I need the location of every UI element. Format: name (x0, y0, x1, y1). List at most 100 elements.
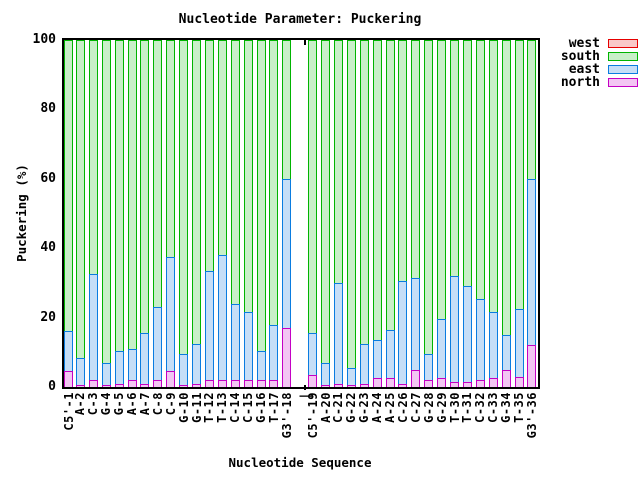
bar-segment-east (359, 343, 369, 384)
bar-T-30 (450, 40, 459, 387)
bar-segment-south (230, 40, 240, 304)
bar-segment-south (398, 40, 408, 282)
bar-segment-south (101, 40, 111, 363)
bar-segment-east (424, 354, 434, 381)
bar-T-35 (514, 40, 524, 387)
x-tick-label: C-27 (408, 392, 423, 423)
bar-segment-south (488, 40, 498, 313)
bar-segment-south (437, 40, 447, 320)
x-tick-label: G-5 (112, 392, 127, 416)
bar-C-8 (153, 40, 163, 387)
bar-segment-south (501, 40, 511, 335)
x-tick-label: A-25 (383, 392, 397, 423)
bar-segment-east (269, 324, 279, 381)
bar-segment-north (514, 376, 524, 387)
bar-segment-east (88, 274, 98, 381)
bar-T-31 (462, 40, 472, 387)
bar-segment-north (243, 380, 253, 387)
bar-segment-south (282, 40, 292, 179)
bar-segment-east (321, 362, 330, 386)
bar-segment-east (346, 367, 356, 386)
bar-segment-north (333, 383, 343, 387)
bar-C5'-19 (308, 40, 318, 387)
bar-C-32 (475, 40, 485, 387)
bar-segment-north (101, 385, 111, 387)
bar-A-7 (140, 40, 150, 387)
bar-C5'-1 (64, 40, 73, 387)
bar-segment-south (243, 40, 253, 313)
bar-segment-south (321, 40, 330, 363)
bar-segment-south (217, 40, 227, 256)
x-tick-label: G3'-18 (279, 392, 294, 439)
bar-segment-north (488, 378, 498, 387)
x-tick-label: A-7 (137, 392, 152, 416)
bar-segment-north (64, 371, 73, 387)
x-tick-label: G-10 (176, 392, 191, 423)
bar-segment-north (153, 380, 163, 387)
bar-segment-north (372, 378, 382, 387)
bar-C-14 (230, 40, 240, 387)
bar-segment-north (411, 369, 421, 387)
bar-A-2 (75, 40, 85, 387)
x-axis-title: Nucleotide Sequence (228, 455, 372, 470)
bar-segment-east (166, 256, 176, 372)
legend-item-east: east (542, 63, 638, 76)
x-tick-label: C-26 (395, 392, 410, 423)
bar-segment-north (527, 345, 537, 387)
legend: west south east north (542, 37, 638, 89)
bar-C-26 (398, 40, 408, 387)
bar-segment-east (230, 303, 240, 381)
bar-C-21 (333, 40, 343, 387)
bar-G-10 (179, 40, 189, 387)
bar-segment-north (179, 385, 189, 387)
bar-segment-north (114, 383, 124, 387)
bar-segment-south (192, 40, 201, 344)
bar-segment-south (475, 40, 485, 299)
bar-segment-east (75, 357, 85, 386)
bar-C-33 (488, 40, 498, 387)
bar-segment-east (140, 333, 150, 384)
x-tick-label: G-28 (421, 392, 436, 423)
bar-segment-north (88, 380, 98, 387)
bar-segment-south (359, 40, 369, 344)
bar-segment-north (321, 385, 330, 387)
bar-segment-north (217, 380, 227, 387)
bar-segment-east (398, 281, 408, 384)
bar-segment-east (101, 362, 111, 386)
bar-segment-south (450, 40, 459, 276)
bar-segment-south (64, 40, 73, 332)
bar-A-20 (321, 40, 330, 387)
x-tick-label: G3'-36 (524, 392, 539, 439)
bar-segment-east (179, 354, 189, 386)
bar-segment-south (166, 40, 176, 257)
bar-segment-east (462, 286, 472, 382)
bar-segment-south (179, 40, 189, 355)
bar-segment-south (75, 40, 85, 358)
bar-segment-south (269, 40, 279, 325)
bar-segment-north (385, 378, 395, 387)
bar-segment-east (411, 277, 421, 370)
x-tick-label: G-34 (499, 392, 514, 423)
bar-G3'-18 (282, 40, 292, 387)
legend-swatch-west (608, 39, 638, 48)
bar-segment-east (217, 255, 227, 381)
bar-segment-east (372, 340, 382, 379)
bar-segment-north (437, 378, 447, 387)
bar-segment-north (462, 381, 472, 387)
bar-segment-east (204, 270, 214, 381)
bar-segment-east (527, 178, 537, 346)
bar-T-13 (217, 40, 227, 387)
bar-segment-north (166, 371, 176, 387)
bar-segment-south (256, 40, 266, 351)
bar-segment-north (269, 380, 279, 387)
bar-segment-south (88, 40, 98, 275)
bar-segment-east (488, 312, 498, 379)
bar-A-6 (127, 40, 137, 387)
bar-C-15 (243, 40, 253, 387)
bar-segment-east (308, 333, 318, 375)
x-tick-label: A-6 (125, 392, 139, 416)
bar-G-34 (501, 40, 511, 387)
y-tick-label: 0 (48, 379, 56, 394)
bar-segment-east (127, 348, 137, 381)
bar-G-11 (192, 40, 201, 387)
